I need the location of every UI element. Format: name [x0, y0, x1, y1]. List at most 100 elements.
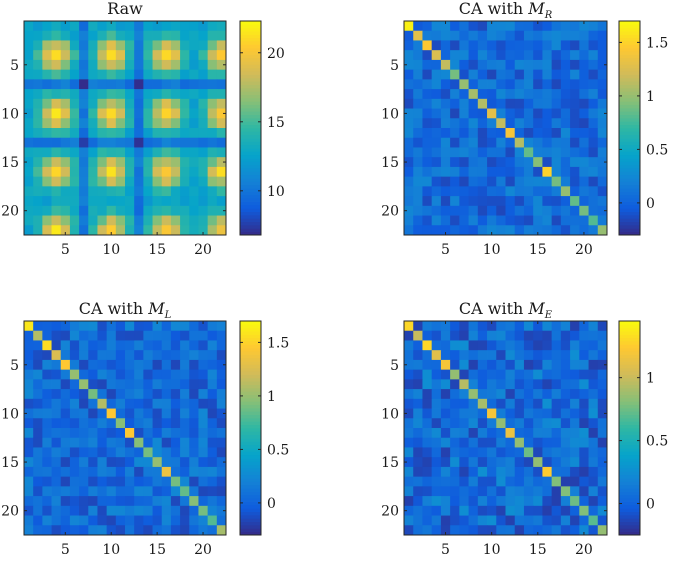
heatmap-cell [404, 330, 414, 341]
heatmap-cell [134, 215, 144, 226]
heatmap-cell [459, 428, 469, 439]
heatmap-cell [404, 118, 414, 129]
heatmap-cell [24, 408, 34, 419]
heatmap-cell [115, 69, 126, 80]
heatmap-cell [588, 59, 599, 71]
heatmap-cell [97, 225, 108, 236]
heatmap-cell [551, 486, 562, 497]
heatmap-cell [69, 321, 80, 332]
heatmap-cell [579, 225, 589, 236]
heatmap-cell [189, 166, 199, 178]
heatmap-cell [404, 428, 414, 439]
heatmap-cell [79, 505, 89, 516]
heatmap-cell [69, 89, 80, 100]
heatmap-cell [570, 525, 580, 536]
heatmap-cell [487, 128, 497, 139]
heatmap-cell [514, 476, 525, 487]
heatmap-cell [24, 50, 34, 61]
heatmap-cell [134, 321, 144, 332]
heatmap-cell [505, 389, 516, 400]
colorbar-frame [239, 320, 262, 536]
heatmap-cell [216, 447, 227, 458]
heatmap-cell [60, 176, 71, 187]
heatmap-cell [189, 21, 199, 32]
heatmap-cell [477, 186, 488, 197]
heatmap-cell [413, 30, 423, 41]
heatmap-cell [134, 408, 144, 419]
heatmap-cell [33, 205, 43, 216]
heatmap-cell [88, 350, 98, 361]
heatmap-cell [24, 98, 34, 109]
heatmap-cell [404, 457, 414, 468]
heatmap-cell [440, 89, 451, 100]
heatmap-cell [477, 225, 488, 236]
heatmap-cell [533, 496, 543, 507]
heatmap-cell [560, 50, 571, 61]
heatmap-cell [115, 128, 126, 139]
heatmap-cell [487, 147, 497, 158]
heatmap-cell [413, 215, 423, 226]
heatmap-cell [422, 447, 433, 458]
heatmap-cell [588, 486, 599, 497]
heatmap-cell [523, 186, 534, 197]
colorbar-segment [619, 148, 640, 152]
heatmap-cell [42, 466, 52, 478]
heatmap-cell [413, 79, 423, 90]
heatmap-cell [106, 321, 117, 332]
heatmap-cell [198, 466, 209, 478]
heatmap-cell [51, 21, 62, 32]
heatmap-cell [468, 157, 479, 168]
heatmap-cell [106, 486, 117, 497]
heatmap-cell [431, 457, 442, 468]
heatmap-cell [106, 79, 117, 90]
heatmap-cell [60, 369, 71, 380]
heatmap-cell [523, 205, 534, 216]
heatmap-cell [115, 428, 126, 439]
colorbar-segment [240, 434, 261, 439]
heatmap-cell [106, 389, 117, 400]
colorbar-segment [619, 181, 640, 186]
heatmap-cell [431, 215, 442, 226]
heatmap-cell [404, 340, 414, 351]
heatmap-cell [542, 225, 553, 236]
heatmap-cell [207, 321, 218, 332]
heatmap-cell [42, 418, 52, 429]
heatmap-cell [88, 330, 98, 341]
heatmap-cell [514, 437, 525, 448]
heatmap-cell [514, 457, 525, 468]
heatmap-cell [207, 398, 218, 409]
heatmap-cell [459, 157, 469, 168]
heatmap-cell [597, 398, 608, 409]
heatmap-cell [413, 186, 423, 197]
heatmap-cell [570, 398, 580, 409]
heatmap-cell [60, 428, 71, 439]
heatmap-cell [459, 59, 469, 71]
heatmap-cell [496, 330, 506, 341]
heatmap-cell [134, 496, 144, 507]
heatmap-cell [404, 505, 414, 516]
heatmap-cell [216, 40, 227, 51]
heatmap-cell [97, 147, 108, 158]
heatmap-cell [477, 128, 488, 139]
colorbar-tick-label: 10 [267, 184, 285, 200]
heatmap-cell [79, 128, 89, 139]
heatmap-cell [79, 321, 89, 332]
colorbar-segment [619, 518, 640, 523]
heatmap-cell [198, 225, 209, 236]
heatmap-cell [152, 40, 163, 51]
heatmap-cell [496, 496, 506, 507]
heatmap-cell [496, 457, 506, 468]
heatmap-cell [69, 186, 80, 197]
colorbar-segment [619, 37, 640, 42]
heatmap-cell [533, 30, 543, 41]
heatmap-cell [60, 505, 71, 516]
heatmap-cell [477, 505, 488, 516]
heatmap-cell [505, 330, 516, 341]
heatmap-cell [69, 79, 80, 90]
heatmap-cell [152, 69, 163, 80]
heatmap-cell [468, 147, 479, 158]
heatmap-cell [33, 515, 43, 526]
heatmap-cell [422, 79, 433, 90]
heatmap-cell [189, 118, 199, 129]
heatmap-cell [514, 40, 525, 51]
